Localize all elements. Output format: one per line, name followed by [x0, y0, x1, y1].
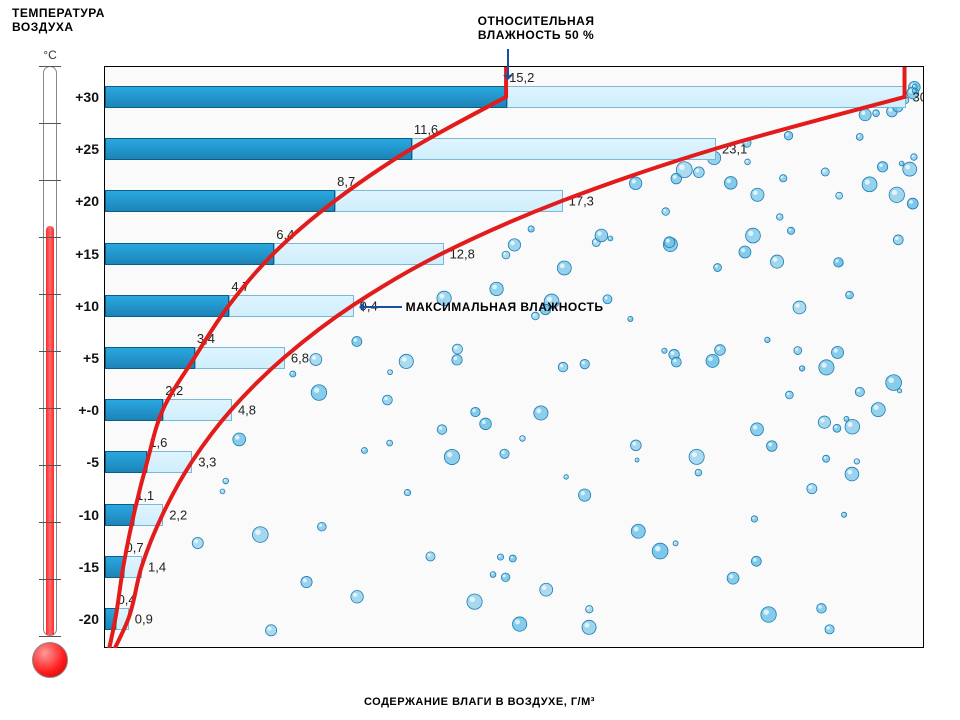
y-tick-label: -15 [79, 559, 99, 575]
y-tick-label: -5 [87, 454, 99, 470]
thermometer-unit: °C [43, 48, 56, 62]
title-humidity-50: ОТНОСИТЕЛЬНАЯВЛАЖНОСТЬ 50 % [436, 14, 636, 43]
y-tick-label: +10 [75, 298, 99, 314]
y-tick-label: -10 [79, 507, 99, 523]
y-tick-label: +30 [75, 89, 99, 105]
thermometer: °C [30, 48, 70, 678]
y-tick-label: -20 [79, 611, 99, 627]
y-tick-label: +15 [75, 246, 99, 262]
title-temperature: ТЕМПЕРАТУРАВОЗДУХА [12, 6, 105, 35]
y-tick-label: +5 [83, 350, 99, 366]
max-humidity-arrow-icon [362, 306, 402, 308]
y-tick-label: +-0 [78, 402, 99, 418]
y-tick-label: +25 [75, 141, 99, 157]
x-axis-label: СОДЕРЖАНИЕ ВЛАГИ В ВОЗДУХЕ, Г/М³ [364, 696, 595, 708]
thermometer-ticks [39, 66, 61, 636]
humidity-curves [105, 67, 923, 648]
humidity-50-arrow-icon [507, 49, 509, 77]
max-humidity-label: МАКСИМАЛЬНАЯ ВЛАЖНОСТЬ [406, 300, 604, 314]
y-tick-label: +20 [75, 193, 99, 209]
plot-area: 15,230,311,623,18,717,36,412,84,79,43,46… [104, 66, 924, 648]
thermometer-bulb [32, 642, 68, 678]
